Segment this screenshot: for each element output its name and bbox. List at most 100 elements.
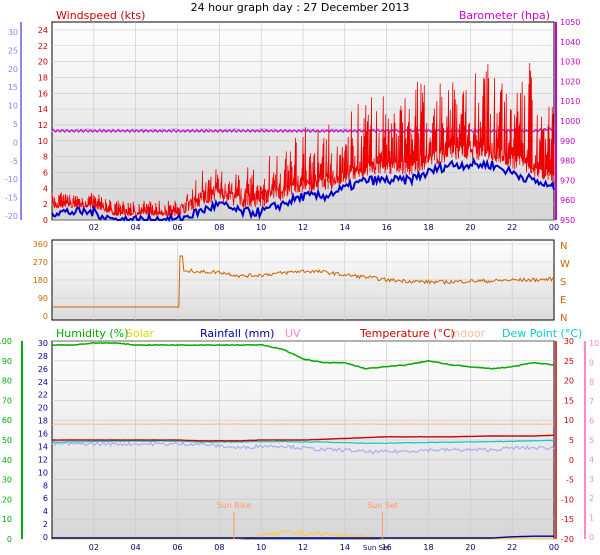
temperature-humidity-panel: Humidity (%)Solar Rainfall (mm) UV Temperat… — [0, 327, 599, 552]
tick-label-rainfall: 22 — [38, 391, 48, 400]
tick-label-barometer: 1000 — [560, 117, 580, 126]
x-tick-label: 18 — [423, 223, 433, 232]
tick-label-rainfall: 24 — [38, 378, 48, 387]
gridlines-direction — [52, 240, 554, 320]
tick-label-axis-a: 25 — [8, 46, 18, 55]
series-line-windspeed-average — [51, 156, 555, 223]
tick-label-windspeed: 12 — [38, 121, 48, 130]
left-axis-humidity: 1009080706050403020100 — [0, 337, 23, 544]
tick-label-barometer: 990 — [560, 137, 575, 146]
sun-marker-label: Sun Rise — [217, 501, 252, 510]
wind-barometer-panel: Windspeed (kts) Barometer (hpa) 30252015… — [5, 9, 580, 232]
x-tick-label: Sun Set — [363, 544, 390, 552]
tick-label-barometer: 960 — [560, 196, 575, 205]
tick-label-rainfall: 30 — [38, 339, 48, 348]
tick-label-axis-a: -20 — [5, 212, 18, 221]
tick-label-windspeed: 14 — [38, 105, 48, 114]
series-line-solar — [52, 528, 554, 540]
tick-label-windspeed: 4 — [43, 184, 48, 193]
tick-label-temperature: 25 — [564, 357, 574, 366]
x-tick-label: 10 — [256, 223, 266, 232]
tick-label-uv: 0 — [589, 533, 594, 542]
tick-label-uv: 1 — [589, 514, 594, 523]
tick-label-humidity: 0 — [7, 535, 12, 544]
x-tick-label: 16 — [382, 223, 392, 232]
tick-label-barometer: 1040 — [560, 38, 580, 47]
tick-label-temperature: -20 — [561, 535, 574, 544]
x-tick-label: 08 — [214, 543, 224, 552]
series-line-direction — [52, 255, 555, 308]
tick-label-humidity: 40 — [2, 456, 12, 465]
series-line-windchill — [51, 441, 555, 455]
tick-label-windspeed: 20 — [38, 58, 48, 67]
tick-label-temperature: -5 — [566, 476, 574, 485]
tick-label-temperature: 5 — [569, 436, 574, 445]
tick-label-humidity: 60 — [2, 416, 12, 425]
tick-label-compass: W — [560, 259, 570, 270]
x-tick-label: 14 — [340, 223, 350, 232]
tick-label-humidity: 90 — [2, 357, 12, 366]
x-tick-label: 10 — [256, 543, 266, 552]
tick-label-axis-a: 10 — [8, 102, 18, 111]
tick-label-rainfall: 26 — [38, 365, 48, 374]
tick-label-barometer: 1010 — [560, 97, 580, 106]
tick-label-uv: 5 — [589, 436, 594, 445]
tick-label-barometer: 950 — [560, 216, 575, 225]
tick-label-temperature: -10 — [561, 495, 574, 504]
tick-label-temperature: 10 — [564, 416, 574, 425]
tick-label-axis-a: -10 — [5, 175, 18, 184]
tick-label-windspeed: 18 — [38, 73, 48, 82]
tick-label-windspeed: 2 — [43, 200, 48, 209]
x-tick-label: 00 — [549, 223, 559, 232]
tick-label-rainfall: 4 — [43, 507, 48, 516]
x-tick-label: 04 — [131, 543, 141, 552]
tick-label-temperature: 30 — [564, 337, 574, 346]
tick-label-windspeed: 22 — [38, 42, 48, 51]
tick-label-axis-a: 0 — [13, 138, 18, 147]
x-tick-label: 00 — [549, 543, 559, 552]
x-tick-label: 06 — [172, 223, 182, 232]
tick-label-windspeed: 10 — [38, 137, 48, 146]
right-axis-temperature: 30 25 20 15 10 5 0 -5 -10 -15 -20 — [555, 337, 574, 544]
tick-label-rainfall: 10 — [38, 468, 48, 477]
x-tick-label: 06 — [172, 543, 182, 552]
x-tick-label: 02 — [89, 223, 99, 232]
tick-label-direction: 180 — [33, 276, 48, 285]
legend-entry: UV — [285, 327, 301, 340]
tick-label-humidity: 70 — [2, 396, 12, 405]
tick-label-uv: 4 — [589, 455, 594, 464]
legend-entry: Dew Point (°C) — [502, 327, 582, 340]
series-line-secondary — [51, 127, 555, 134]
tick-label-windspeed: 16 — [38, 89, 48, 98]
tick-label-rainfall: 2 — [43, 520, 48, 529]
legend-entry: Temperature (°C) — [359, 327, 455, 340]
tick-label-windspeed: 0 — [43, 216, 48, 225]
tick-label-humidity: 20 — [2, 495, 12, 504]
series-direction — [52, 255, 555, 308]
x-tick-label: 20 — [465, 223, 475, 232]
tick-label-direction: 0 — [43, 312, 48, 321]
chart-title: 24 hour graph day : 27 December 2013 — [191, 1, 410, 14]
x-tick-label: 12 — [298, 543, 308, 552]
legend-entry: Solar — [126, 327, 155, 340]
x-tick-label: 18 — [423, 543, 433, 552]
tick-label-windspeed: 8 — [43, 153, 48, 162]
x-tick-label: 12 — [298, 223, 308, 232]
x-axis-ticks-wind: 02 04 06 08 10 12 14 16 18 20 22 00 — [89, 223, 559, 232]
x-tick-label: 14 — [340, 543, 350, 552]
series-temperature — [51, 341, 555, 540]
tick-label-direction: 360 — [33, 240, 48, 249]
left-axis-direction: 360 270 180 90 0 — [33, 240, 48, 321]
tick-label-rainfall: 18 — [38, 417, 48, 426]
tick-label-axis-a: -5 — [10, 157, 18, 166]
tick-label-barometer: 980 — [560, 157, 575, 166]
legend-entry: Rainfall (mm) — [200, 327, 274, 340]
tick-label-uv: 3 — [589, 475, 594, 484]
tick-label-direction: 270 — [33, 258, 48, 267]
tick-label-axis-a: 30 — [8, 28, 18, 37]
tick-label-rainfall: 28 — [38, 352, 48, 361]
tick-label-rainfall: 0 — [43, 533, 48, 542]
